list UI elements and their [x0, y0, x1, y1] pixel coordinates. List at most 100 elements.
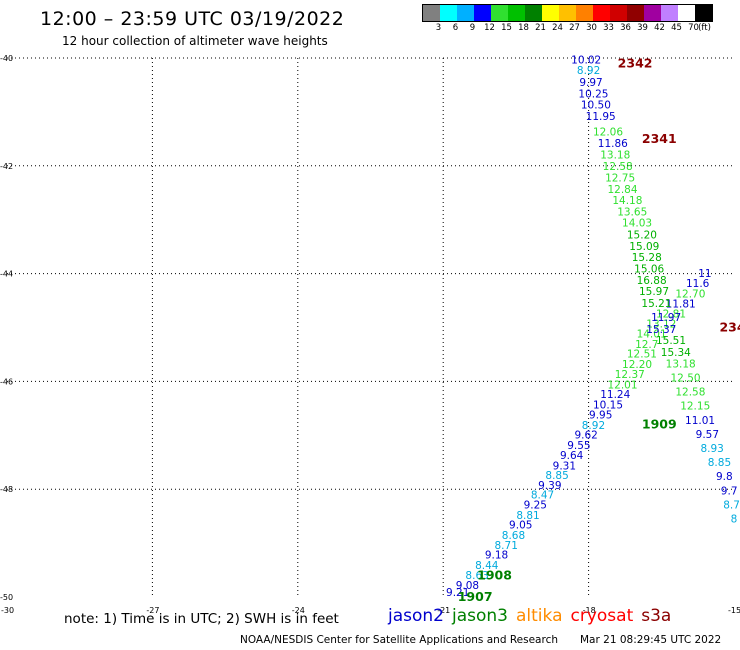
time-annotation: 1907 — [458, 589, 493, 604]
scale-swatch — [695, 5, 712, 21]
x-tick-label: -27 — [146, 606, 159, 615]
credit-line: NOAA/NESDIS Center for Satellite Applica… — [240, 634, 558, 646]
swh-label: 8.71 — [495, 540, 518, 552]
swh-label: 8.92 — [582, 420, 605, 432]
swh-label: 10.50 — [581, 100, 611, 112]
swh-label: 12.51 — [627, 349, 657, 361]
swh-label: 9.31 — [553, 460, 576, 472]
swh-label: 9.25 — [524, 500, 547, 512]
y-tick-label: -46 — [0, 377, 13, 386]
swh-label: 9.08 — [456, 580, 479, 592]
swh-label: 15.51 — [656, 335, 686, 347]
y-tick-label: -48 — [0, 485, 13, 494]
swh-label: 8.44 — [475, 560, 499, 572]
legend-altika: altika — [516, 606, 563, 626]
swh-label: 15.97 — [639, 286, 669, 298]
legend-s3a: s3a — [641, 606, 672, 626]
swh-label: 11.86 — [598, 138, 628, 150]
scale-label: 39 — [637, 23, 648, 33]
data-labels: 9.219.088.638.449.188.718.689.058.819.25… — [446, 54, 740, 599]
scale-label: 30 — [586, 23, 597, 33]
swh-label: 9.95 — [589, 410, 612, 422]
swh-label: 9.62 — [574, 430, 597, 442]
swh-label: 9.21 — [446, 587, 469, 599]
y-tick-label: -42 — [0, 162, 13, 171]
scale-swatch — [576, 5, 593, 21]
scale-label: 36 — [620, 23, 631, 33]
swh-label: 8.93 — [700, 443, 723, 455]
time-annotation: 1909 — [642, 417, 677, 432]
scale-swatch — [644, 5, 661, 21]
swh-label: 15.34 — [661, 347, 691, 359]
scale-label: 24 — [552, 23, 563, 33]
x-tick-label: -18 — [583, 606, 596, 615]
swh-label: 10.15 — [593, 399, 623, 411]
swh-label: 9.8 — [716, 471, 733, 483]
axis-tick-labels: -30 -27 -24 -21 -18 -15 -40 -42 -44 -46 -48 -50 — [0, 54, 740, 615]
swh-label: 8.85 — [545, 470, 568, 482]
scale-label: 15 — [501, 23, 512, 33]
swh-label: 12.20 — [622, 359, 652, 371]
legend-cryosat: cryosat — [570, 606, 634, 626]
swh-label: 16.88 — [637, 275, 667, 287]
swh-label: 12.50 — [671, 372, 701, 384]
time-annotation: 2340 — [719, 320, 740, 335]
swh-label: 8.92 — [577, 65, 600, 77]
swh-label: 13.18 — [600, 149, 630, 161]
swh-label: 8 — [731, 514, 738, 526]
y-tick-label: -50 — [0, 593, 13, 602]
scale-swatch — [610, 5, 627, 21]
legend-jason2: jason2 — [388, 606, 444, 626]
swh-label: 11.81 — [666, 299, 696, 311]
swh-label: 12.01 — [607, 379, 637, 391]
footer-note: note: 1) Time is in UTC; 2) SWH is in fe… — [64, 611, 339, 627]
scale-swatch — [440, 5, 457, 21]
swh-label: 10.02 — [571, 54, 601, 66]
swh-label: 9.97 — [579, 77, 602, 89]
x-tick-label: -24 — [292, 606, 305, 615]
swh-label: 8.47 — [531, 489, 554, 501]
swh-label: 9.05 — [509, 520, 532, 532]
swh-label: 8.7 — [723, 500, 740, 512]
swh-label: 8.81 — [516, 510, 539, 522]
scale-swatch — [593, 5, 610, 21]
time-annotation: 2341 — [642, 131, 677, 146]
swh-label: 9.55 — [567, 440, 590, 452]
swh-label: 11.6 — [686, 278, 710, 290]
scale-label: 70 — [688, 23, 699, 33]
x-tick-label: -30 — [1, 606, 14, 615]
scale-label: 9 — [469, 23, 476, 33]
scale-swatch — [559, 5, 576, 21]
swh-label: 12.58 — [675, 386, 705, 398]
color-scale-swatches — [422, 4, 713, 22]
scale-label: 27 — [569, 23, 580, 33]
chart-subtitle: 12 hour collection of altimeter wave hei… — [62, 34, 328, 48]
swh-label: 11.95 — [586, 111, 616, 123]
scale-swatch — [661, 5, 678, 21]
swh-label: 12.58 — [603, 161, 633, 173]
scale-label: 45 — [671, 23, 682, 33]
swh-label: 9.57 — [696, 429, 719, 441]
swh-label: 14.01 — [637, 329, 667, 341]
swh-label: 12.7 — [635, 339, 658, 351]
swh-label: 15.09 — [629, 241, 659, 253]
scale-swatch — [423, 5, 440, 21]
swh-label: 9.7 — [721, 486, 738, 498]
swh-label: 15.37 — [646, 324, 676, 336]
generated-timestamp: Mar 21 08:29:45 UTC 2022 — [580, 634, 722, 646]
swh-label: 15.28 — [632, 252, 662, 264]
swh-label: 12.06 — [593, 127, 623, 139]
scale-swatch — [627, 5, 644, 21]
time-annotation: 1908 — [477, 567, 512, 582]
legend-jason3: jason3 — [452, 606, 508, 626]
x-tick-label: -21 — [437, 606, 450, 615]
swh-label: 8.63 — [465, 570, 488, 582]
scale-label: (ft) — [698, 23, 711, 33]
scale-swatch — [678, 5, 695, 21]
scale-swatch — [525, 5, 542, 21]
swh-label: 12.15 — [680, 400, 710, 412]
swh-label: 13.12 — [646, 319, 676, 331]
swh-label: 11.01 — [685, 415, 715, 427]
scale-label: 12 — [484, 23, 495, 33]
